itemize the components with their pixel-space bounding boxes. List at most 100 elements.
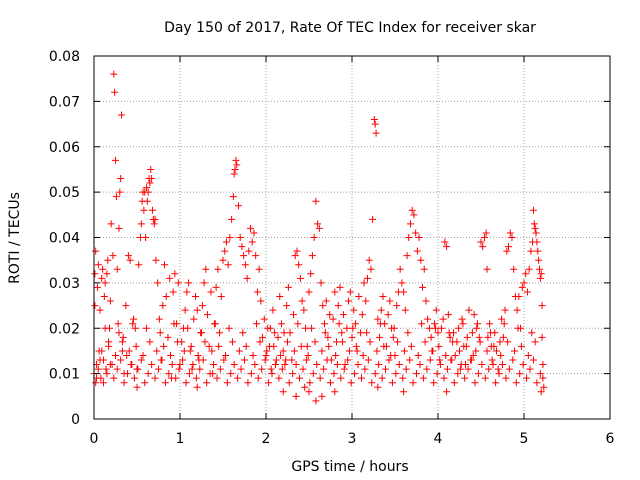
data-point: [148, 361, 156, 369]
data-point: [144, 188, 152, 196]
data-point: [319, 302, 327, 310]
data-point: [457, 361, 465, 369]
data-point: [331, 388, 339, 396]
data-point: [202, 265, 210, 273]
data-point: [229, 193, 237, 201]
data-point: [234, 202, 242, 210]
data-point: [523, 288, 531, 296]
data-point: [374, 383, 382, 391]
data-point: [488, 356, 496, 364]
data-point: [106, 361, 114, 369]
y-tick-label: 0.06: [49, 140, 80, 156]
data-point: [473, 324, 481, 332]
data-point: [103, 270, 111, 278]
data-point: [456, 365, 464, 373]
data-point: [234, 374, 242, 382]
data-point: [370, 116, 378, 124]
x-tick-label: 4: [434, 431, 443, 447]
data-point: [405, 234, 413, 241]
data-point: [537, 388, 545, 396]
data-point: [270, 342, 278, 350]
data-point: [468, 329, 476, 337]
data-point: [454, 370, 462, 378]
data-point: [111, 88, 119, 96]
data-point: [110, 70, 118, 78]
x-tick-label: 2: [262, 431, 271, 447]
data-point: [334, 302, 342, 310]
data-point: [247, 370, 255, 378]
data-point: [533, 238, 541, 246]
data-point: [539, 361, 547, 369]
data-point: [198, 302, 206, 310]
data-point: [123, 351, 131, 359]
data-point: [295, 261, 303, 269]
data-point: [187, 342, 195, 350]
data-point: [469, 351, 477, 359]
data-point: [318, 347, 326, 355]
data-point: [302, 324, 310, 332]
data-point: [532, 229, 540, 237]
data-point: [441, 238, 449, 246]
data-point: [307, 270, 315, 278]
data-point: [280, 329, 288, 337]
data-point: [485, 365, 493, 373]
data-point: [499, 361, 506, 369]
data-point: [265, 379, 273, 387]
data-point: [221, 247, 229, 255]
data-point: [139, 351, 147, 359]
data-point: [517, 342, 525, 350]
y-tick-label: 0.05: [49, 185, 80, 201]
data-point: [271, 361, 279, 369]
data-point: [437, 361, 445, 369]
data-point: [299, 365, 307, 373]
data-point: [294, 320, 302, 328]
data-point: [168, 361, 176, 369]
data-point: [130, 374, 138, 382]
data-point: [141, 379, 149, 387]
data-point: [364, 356, 372, 364]
y-tick-label: 0.08: [49, 49, 80, 65]
data-point: [137, 356, 145, 364]
data-point: [104, 256, 112, 264]
y-tick-label: 0.03: [49, 276, 80, 292]
data-point: [190, 315, 198, 323]
data-point: [480, 234, 488, 241]
data-point: [358, 311, 366, 319]
data-point: [238, 243, 246, 251]
data-point: [347, 379, 355, 387]
data-point: [133, 383, 141, 391]
data-point: [243, 274, 251, 282]
data-point: [151, 215, 159, 223]
data-point: [386, 297, 394, 305]
data-point: [272, 356, 280, 364]
data-point: [500, 320, 508, 328]
data-point: [455, 324, 463, 332]
data-point: [539, 374, 547, 382]
data-point: [216, 329, 224, 337]
data-point: [140, 206, 148, 214]
data-point: [158, 356, 166, 364]
data-point: [360, 279, 368, 287]
data-point: [403, 252, 411, 260]
data-point: [333, 361, 341, 369]
data-point: [257, 297, 265, 305]
data-point: [301, 383, 309, 391]
data-point: [322, 297, 330, 305]
data-point: [122, 302, 130, 310]
data-point: [162, 292, 170, 300]
data-point: [142, 234, 150, 241]
data-point: [148, 206, 156, 214]
data-point: [180, 347, 188, 355]
data-point: [233, 161, 241, 169]
data-point: [413, 370, 420, 378]
data-point: [193, 306, 201, 314]
data-point: [254, 374, 262, 382]
data-point: [268, 370, 276, 378]
data-point: [465, 306, 473, 314]
data-point: [193, 383, 201, 391]
data-point: [179, 356, 187, 364]
data-point: [228, 338, 236, 346]
data-point: [536, 274, 544, 282]
data-point: [344, 356, 352, 364]
